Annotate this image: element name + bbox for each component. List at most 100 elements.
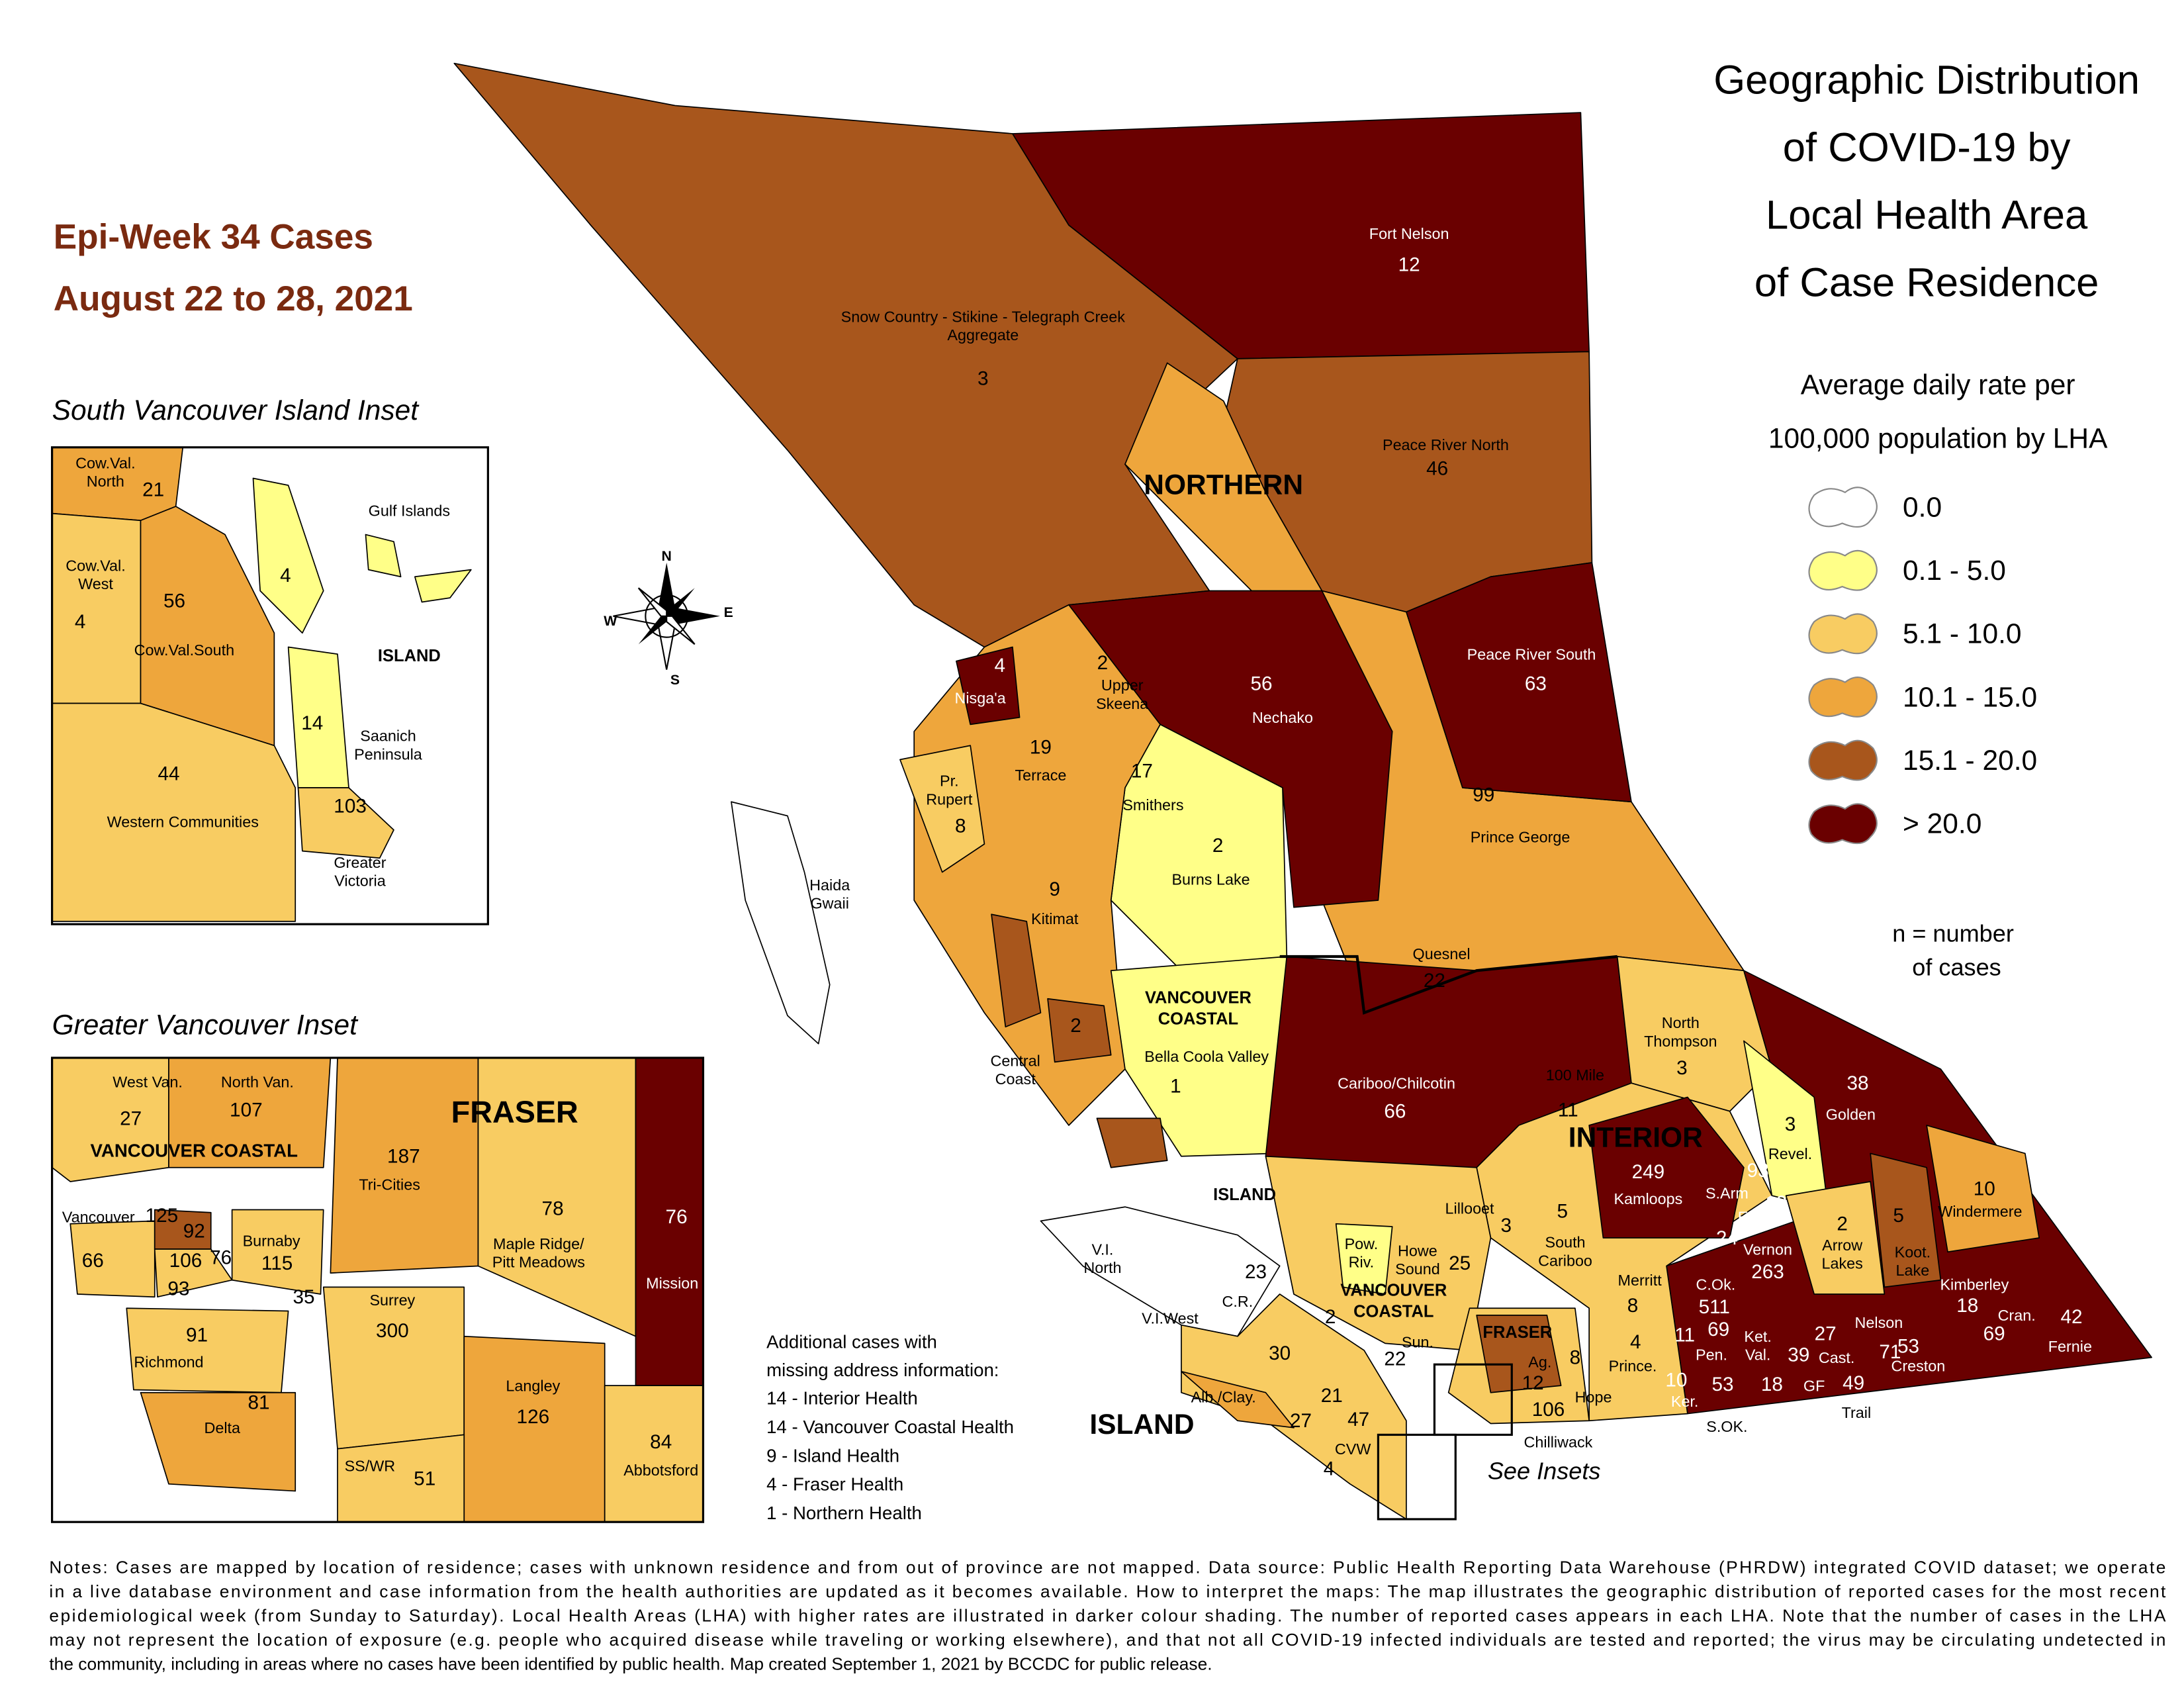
lha-name: Aggregate [947,326,1019,344]
lha-name: Rupert [926,790,973,808]
lha-name: Smithers [1122,796,1183,814]
inset-region [69,1220,156,1298]
lha-name: Terrace [1015,767,1066,784]
map-title: Geographic Distribution [1713,58,2140,103]
lha-name: Vancouver [62,1208,135,1225]
lha-name: Maple Ridge/ [493,1235,584,1252]
lha-cases: 107 [230,1100,263,1121]
lha-name: Bella Coola Valley [1144,1048,1269,1065]
legend-swatch [1808,677,1878,718]
lha-cases: 8 [955,815,966,837]
lha-name: West [78,575,113,592]
lha-name: Peninsula [354,745,422,763]
lha-cases: 3 [1676,1057,1688,1079]
lha-cases: 22 [1424,970,1445,992]
missing-item: 14 - Interior Health [766,1388,918,1409]
lha-name: Surrey [369,1291,415,1309]
lha-cases: 17 [1131,760,1153,782]
lha-name: Ag. [1528,1353,1551,1370]
map-title: of Case Residence [1754,260,2099,306]
lha-name: Burnaby [243,1233,300,1250]
lha-name: Creston [1891,1358,1945,1375]
lha-name: Thompson [1644,1033,1717,1050]
lha-name: Delta [204,1419,240,1436]
lha-name: Merritt [1618,1272,1662,1289]
legend-swatch [1808,549,1878,591]
region [899,745,985,873]
lha-cases: 27 [1290,1410,1312,1432]
region [991,914,1042,1028]
lha-cases: 47 [1347,1409,1369,1430]
lha-name: S.Arm [1706,1184,1749,1201]
lha-cases: 263 [1751,1261,1784,1283]
lha-cases: 4 [995,655,1006,677]
lha-cases: 56 [163,590,185,612]
region [1870,1152,1942,1288]
lha-name: C.R. [1222,1293,1253,1310]
lha-cases: 44 [158,763,179,785]
lha-name: Sound [1395,1260,1440,1278]
lha-name: 100 Mile [1546,1066,1604,1084]
compass-rose [613,563,720,670]
lha-name: Riv. [1349,1253,1375,1270]
lha-name: Central [991,1053,1040,1070]
lha-cases: 91 [186,1325,208,1346]
lha-cases: 2 [1837,1213,1848,1235]
lha-name: Fort Nelson [1369,225,1449,242]
lha-name: Fernie [2048,1338,2092,1355]
lha-cases: 11 [1674,1325,1695,1346]
inset-region [140,1391,296,1492]
lha-cases: 249 [1632,1161,1665,1183]
lha-cases: 49 [1843,1372,1864,1394]
lha-name: Nisga'a [954,689,1005,706]
lha-cases: 3 [1501,1215,1512,1237]
lha-cases: 2 [1097,652,1109,674]
lha-cases: 42 [2060,1306,2082,1328]
health-authority-label: COASTAL [1353,1302,1433,1321]
lha-name: Langley [506,1377,560,1394]
inset-region [231,1209,324,1295]
lha-cases: 8 [1627,1295,1639,1317]
see-insets-label: See Insets [1488,1457,1601,1484]
inset-region [297,787,394,859]
lha-cases: 51 [414,1468,435,1489]
lha-name: North [1083,1259,1121,1276]
lha-cases: 22 [1384,1348,1406,1370]
lha-cases: 4 [75,611,86,633]
lha-name: Kamloops [1614,1190,1682,1207]
lha-name: Cariboo [1538,1252,1592,1269]
region [913,604,1161,1126]
lha-cases: 84 [650,1431,672,1453]
health-authority-label: ISLAND [1089,1409,1194,1440]
lha-name: Pow. [1345,1235,1379,1252]
notes-line: may not represent the location of exposu… [49,1630,2165,1650]
lha-name: Pitt Meadows [492,1253,585,1270]
lha-cases: 4 [1324,1458,1335,1479]
legend-note: of cases [1912,954,2001,981]
region [1335,1223,1393,1295]
lha-name: Chilliwack [1524,1433,1592,1450]
lha-cases: 126 [517,1406,550,1428]
notes-line: epidemiological week (from Sunday to Sat… [49,1605,2165,1625]
inset-title: Greater Vancouver Inset [52,1009,359,1041]
legend-swatch [1808,803,1878,845]
lha-cases: 27 [120,1107,142,1129]
lha-cases: 56 [1251,673,1273,695]
lha-cases: 19 [1765,1192,1787,1214]
region [1040,1206,1281,1337]
lha-cases: 19 [1030,736,1052,758]
lha-cases: 2 [1070,1015,1081,1037]
lha-cases: 8 [1570,1347,1581,1369]
lha-cases: 1 [1170,1075,1181,1097]
lha-cases: 18 [1761,1374,1783,1395]
lha-cases: 125 [146,1205,179,1227]
lha-name: SS/WR [345,1458,396,1475]
lha-name: Victoria [334,872,385,890]
health-authority-label: COASTAL [1158,1009,1238,1028]
lha-cases: 30 [1269,1342,1291,1364]
health-authority-label: ISLAND [378,647,441,665]
lha-name: Kitimat [1031,910,1079,927]
lha-cases: 69 [1707,1319,1729,1340]
map-shapes [51,62,2152,1523]
lha-cases: 3 [978,368,989,390]
